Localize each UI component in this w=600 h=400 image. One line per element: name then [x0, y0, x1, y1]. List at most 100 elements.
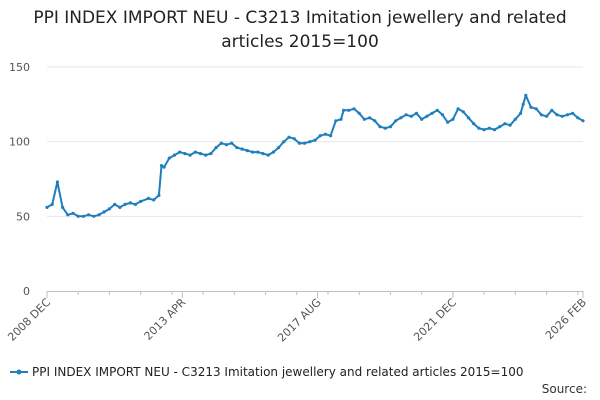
data-point[interactable]	[245, 149, 249, 153]
data-point[interactable]	[571, 111, 575, 115]
data-point[interactable]	[188, 153, 192, 157]
data-point[interactable]	[420, 117, 424, 121]
data-point[interactable]	[581, 119, 585, 123]
data-point[interactable]	[107, 207, 111, 211]
data-point[interactable]	[404, 113, 408, 117]
data-point[interactable]	[466, 116, 471, 120]
data-point[interactable]	[157, 193, 161, 197]
data-point[interactable]	[256, 150, 260, 154]
data-point[interactable]	[357, 111, 361, 115]
data-point[interactable]	[414, 111, 419, 115]
data-point[interactable]	[446, 120, 450, 124]
data-point[interactable]	[303, 141, 307, 145]
data-point[interactable]	[71, 211, 75, 215]
data-point[interactable]	[219, 141, 223, 145]
data-point[interactable]	[394, 119, 398, 123]
data-point[interactable]	[224, 143, 229, 147]
data-point[interactable]	[329, 134, 333, 138]
data-point[interactable]	[214, 146, 218, 150]
data-point[interactable]	[339, 117, 343, 121]
data-point[interactable]	[399, 116, 403, 120]
data-point[interactable]	[240, 147, 244, 151]
data-point[interactable]	[261, 152, 265, 156]
data-point[interactable]	[347, 108, 351, 112]
data-point[interactable]	[409, 114, 413, 118]
data-point[interactable]	[159, 164, 164, 168]
data-point[interactable]	[576, 116, 580, 120]
data-point[interactable]	[113, 202, 117, 206]
data-point[interactable]	[352, 107, 356, 111]
data-point[interactable]	[146, 196, 151, 200]
data-point[interactable]	[555, 113, 559, 117]
data-point[interactable]	[92, 214, 96, 218]
data-point[interactable]	[230, 141, 234, 145]
data-point[interactable]	[251, 150, 255, 154]
data-point[interactable]	[183, 152, 187, 156]
data-point[interactable]	[172, 153, 177, 157]
data-point[interactable]	[373, 119, 377, 123]
data-point[interactable]	[235, 146, 239, 150]
data-point[interactable]	[45, 205, 49, 209]
data-point[interactable]	[61, 205, 65, 209]
data-point[interactable]	[368, 116, 372, 120]
legend[interactable]: PPI INDEX IMPORT NEU - C3213 Imitation j…	[10, 364, 595, 380]
data-point[interactable]	[167, 156, 171, 160]
data-point[interactable]	[102, 210, 106, 214]
data-point[interactable]	[277, 146, 281, 150]
data-point[interactable]	[342, 108, 346, 112]
data-point[interactable]	[271, 150, 275, 154]
data-point[interactable]	[334, 119, 338, 123]
data-point[interactable]	[362, 117, 366, 121]
data-point[interactable]	[378, 125, 382, 129]
data-point[interactable]	[534, 107, 538, 111]
data-point[interactable]	[472, 122, 476, 126]
data-point[interactable]	[477, 126, 481, 130]
data-point[interactable]	[508, 123, 512, 127]
data-point[interactable]	[498, 125, 502, 129]
data-point[interactable]	[388, 125, 393, 129]
data-point[interactable]	[425, 114, 429, 118]
data-point[interactable]	[133, 202, 138, 206]
data-point[interactable]	[209, 152, 213, 156]
data-point[interactable]	[545, 114, 549, 118]
data-point[interactable]	[456, 107, 460, 111]
data-point[interactable]	[55, 180, 60, 184]
data-point[interactable]	[123, 202, 127, 206]
data-point[interactable]	[292, 137, 296, 141]
data-point[interactable]	[521, 102, 525, 106]
data-point[interactable]	[451, 117, 455, 121]
data-point[interactable]	[529, 105, 533, 109]
data-point[interactable]	[383, 126, 387, 130]
data-point[interactable]	[524, 93, 528, 97]
data-point[interactable]	[81, 214, 85, 218]
data-point[interactable]	[539, 113, 544, 117]
data-point[interactable]	[482, 128, 486, 132]
data-point[interactable]	[513, 117, 517, 121]
data-point[interactable]	[76, 214, 80, 218]
data-point[interactable]	[139, 199, 143, 203]
data-point[interactable]	[162, 165, 166, 169]
data-point[interactable]	[66, 213, 70, 217]
data-point[interactable]	[204, 153, 208, 157]
data-point[interactable]	[266, 153, 270, 157]
data-point[interactable]	[87, 213, 91, 217]
data-point[interactable]	[487, 126, 491, 130]
data-point[interactable]	[435, 108, 439, 112]
data-point[interactable]	[550, 108, 554, 112]
data-point[interactable]	[519, 111, 523, 115]
data-point[interactable]	[313, 138, 317, 142]
data-point[interactable]	[198, 152, 203, 156]
data-point[interactable]	[565, 113, 570, 117]
data-point[interactable]	[560, 114, 564, 118]
data-point[interactable]	[492, 128, 497, 132]
data-point[interactable]	[318, 134, 322, 138]
data-point[interactable]	[97, 213, 101, 217]
data-point[interactable]	[128, 201, 132, 205]
data-point[interactable]	[50, 202, 54, 206]
data-point[interactable]	[461, 110, 465, 114]
data-point[interactable]	[308, 140, 312, 144]
data-point[interactable]	[152, 198, 156, 202]
data-point[interactable]	[193, 150, 197, 154]
data-point[interactable]	[440, 113, 445, 117]
data-point[interactable]	[282, 140, 286, 144]
